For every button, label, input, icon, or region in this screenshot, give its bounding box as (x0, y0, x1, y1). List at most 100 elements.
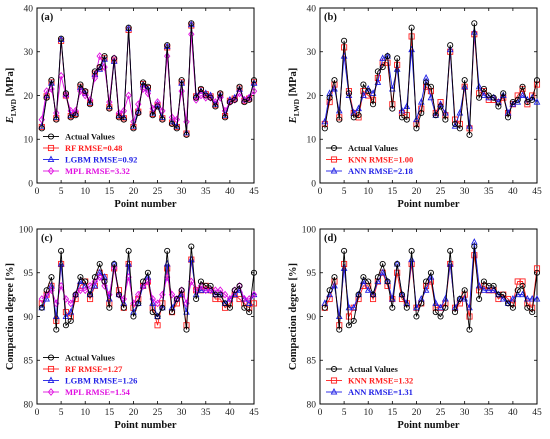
data-point (178, 287, 185, 294)
data-point (427, 83, 434, 90)
data-point (106, 304, 113, 311)
data-point (236, 282, 243, 289)
data-point (173, 295, 181, 303)
data-point (403, 116, 410, 123)
data-point (533, 269, 541, 276)
data-point (336, 116, 343, 123)
data-point (77, 81, 84, 88)
data-point (135, 109, 142, 117)
x-tick-label: 30 (460, 187, 470, 197)
data-point (500, 291, 507, 298)
data-point (437, 303, 444, 311)
legend-marker (330, 156, 338, 163)
legend-marker (47, 354, 55, 361)
data-point (159, 303, 166, 311)
data-point (529, 309, 536, 316)
data-point (173, 295, 180, 303)
data-point (326, 94, 333, 101)
data-point (442, 295, 449, 302)
data-point (120, 116, 127, 123)
data-point (43, 94, 50, 101)
data-point (394, 260, 401, 268)
data-point (154, 313, 161, 320)
data-point (192, 286, 200, 295)
panel-label: (c) (41, 233, 53, 244)
x-axis-title: Point number (114, 420, 176, 431)
data-point (236, 83, 243, 90)
data-point (202, 286, 210, 293)
data-point (86, 290, 94, 298)
data-point (212, 286, 219, 295)
data-point (250, 269, 258, 276)
series-actual-values (38, 20, 258, 138)
data-point (140, 79, 147, 86)
legend-marker (47, 376, 55, 384)
x-tick-label: 30 (460, 408, 470, 418)
series-actual-values (321, 243, 541, 333)
x-tick-label: 0 (318, 408, 323, 418)
y-tick-label: 95 (307, 269, 317, 279)
data-point (139, 281, 147, 290)
data-point (461, 77, 468, 84)
data-point (365, 278, 372, 285)
y-tick-label: 20 (24, 92, 34, 102)
data-point (250, 290, 258, 299)
data-point (144, 277, 152, 286)
data-point (509, 295, 517, 302)
legend-label: Actual Values (65, 353, 116, 363)
data-point (154, 103, 161, 110)
data-point (221, 290, 229, 299)
data-point (519, 282, 526, 289)
legend-marker (330, 144, 338, 152)
data-point (144, 89, 152, 98)
data-point (364, 286, 372, 293)
legend-marker (47, 133, 55, 140)
data-point (217, 291, 224, 298)
data-point (442, 116, 449, 123)
data-point (417, 98, 425, 105)
data-point (207, 286, 214, 293)
data-point (403, 102, 411, 109)
data-point (226, 304, 233, 311)
data-point (509, 99, 516, 106)
data-point (485, 92, 492, 99)
data-point (101, 53, 108, 60)
data-point (413, 125, 420, 132)
data-point (480, 286, 488, 293)
data-point (394, 55, 401, 62)
data-point (111, 55, 118, 62)
data-point (149, 309, 156, 316)
data-point (91, 68, 98, 75)
data-point (533, 295, 541, 302)
data-point (379, 268, 387, 276)
data-point (96, 52, 103, 61)
data-point (369, 291, 377, 298)
data-point (466, 313, 473, 320)
data-point (369, 101, 377, 108)
data-point (341, 37, 348, 44)
data-point (369, 290, 377, 298)
data-point (222, 300, 229, 307)
data-point (164, 247, 171, 254)
series-actual-values (38, 243, 258, 333)
x-tick-label: 20 (129, 408, 139, 418)
data-point (140, 278, 147, 285)
data-point (495, 290, 502, 298)
data-point (471, 20, 478, 27)
data-point (82, 278, 89, 285)
legend-label: ANN RMSE=2.18 (348, 166, 413, 176)
data-point (82, 91, 89, 100)
panel-label: (b) (324, 12, 337, 23)
data-point (250, 77, 258, 84)
x-tick-label: 5 (59, 187, 64, 197)
legend-label: MPL RMSE=3.32 (65, 166, 130, 176)
data-point (490, 282, 497, 289)
data-point (533, 77, 541, 84)
x-tick-label: 15 (388, 187, 398, 197)
data-point (149, 112, 156, 119)
data-point (524, 304, 531, 311)
data-point (144, 84, 152, 92)
data-point (58, 247, 65, 254)
y-tick-label: 100 (19, 225, 34, 235)
